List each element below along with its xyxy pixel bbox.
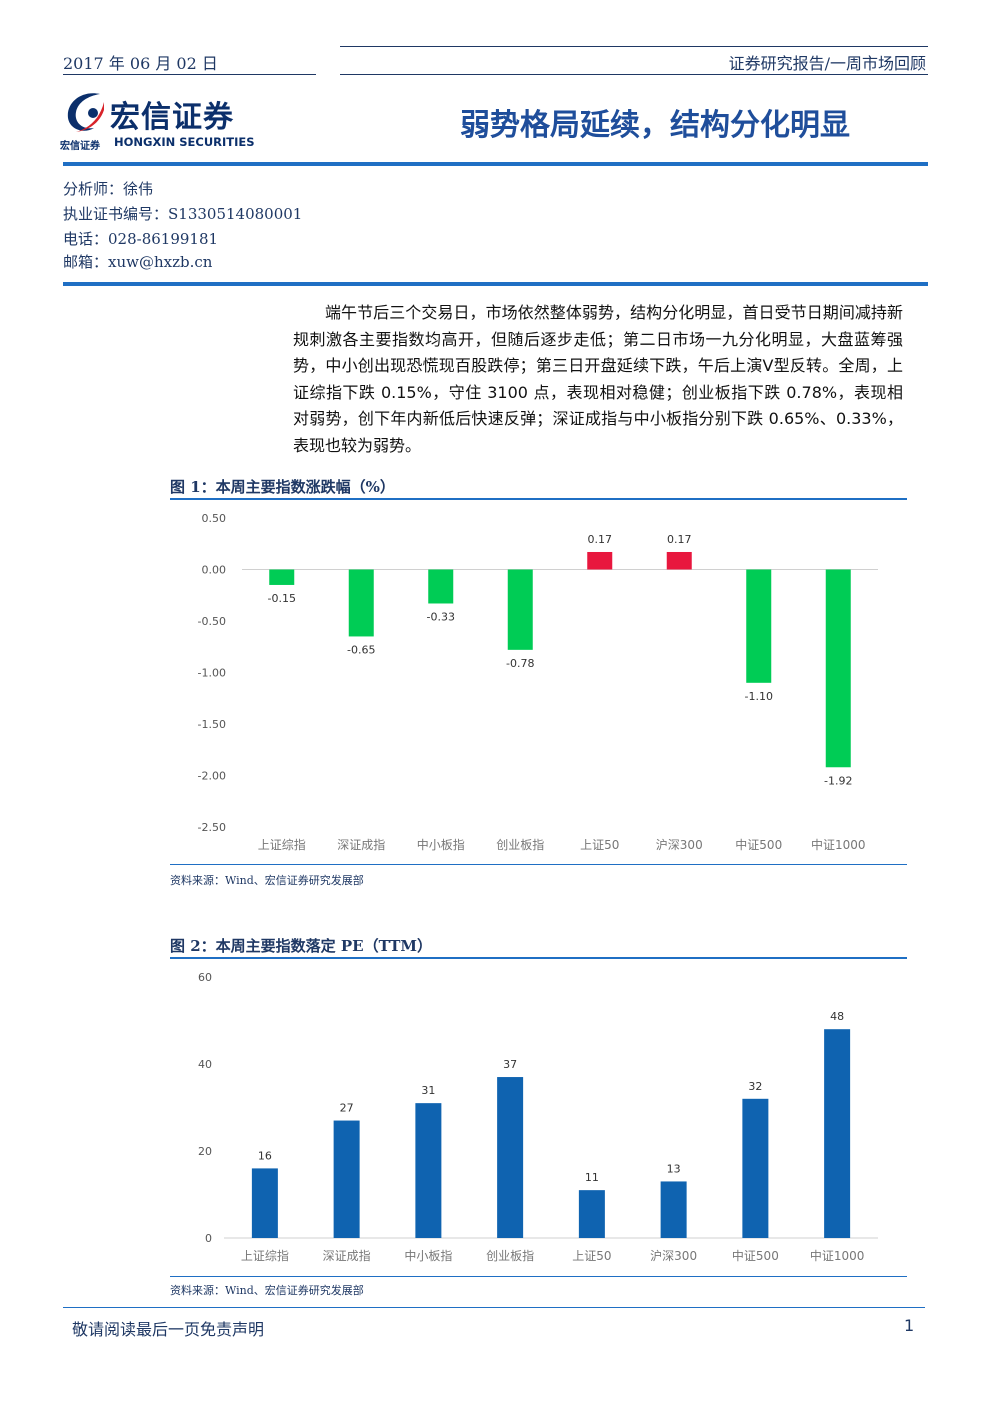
company-logo: 宏信证券 宏信证券 HONGXIN SECURITIES bbox=[60, 88, 270, 152]
bar-value-label: 27 bbox=[340, 1102, 354, 1115]
analyst-divider bbox=[63, 282, 928, 286]
category-label: 创业板指 bbox=[496, 837, 544, 852]
category-label: 中小板指 bbox=[417, 837, 465, 852]
bar-value-label: 16 bbox=[258, 1149, 272, 1162]
logo-name-small: 宏信证券 bbox=[60, 141, 100, 152]
category-label: 中证500 bbox=[732, 1248, 779, 1263]
y-tick-label: -2.50 bbox=[198, 821, 226, 834]
bar-value-label: 11 bbox=[585, 1171, 599, 1184]
logo-name-en: HONGXIN SECURITIES bbox=[114, 135, 255, 149]
bar-value-label: 0.17 bbox=[667, 533, 692, 546]
summary-paragraph: 端午节后三个交易日，市场依然整体弱势，结构分化明显，首日受节日期间减持新规刺激各… bbox=[293, 303, 903, 455]
header-rule-right bbox=[340, 74, 928, 75]
y-tick-label: -0.50 bbox=[198, 615, 226, 628]
header-rule-left bbox=[63, 74, 316, 75]
category-label: 上证综指 bbox=[258, 837, 306, 852]
figure2-chart: 60 40 20 0 16 上证综指 27 深证成指 31 中小板指 37 创业板指 11 上证50 13 沪… bbox=[198, 971, 878, 1263]
bar bbox=[348, 569, 374, 637]
bar bbox=[824, 1029, 851, 1238]
y-tick-label: -1.50 bbox=[198, 718, 226, 731]
y-tick-label: 0 bbox=[205, 1232, 212, 1245]
category-label: 深证成指 bbox=[337, 837, 385, 852]
bar-value-label: 31 bbox=[421, 1084, 435, 1097]
bar-value-label: 0.17 bbox=[588, 533, 613, 546]
header-rule-top bbox=[340, 46, 928, 47]
page-number: 1 bbox=[904, 1316, 915, 1335]
bar bbox=[746, 569, 772, 683]
category-label: 沪深300 bbox=[656, 838, 703, 852]
bar bbox=[578, 1190, 605, 1238]
y-tick-label: -1.00 bbox=[198, 667, 226, 680]
bar-value-label: 32 bbox=[748, 1080, 762, 1093]
y-tick-label: 20 bbox=[198, 1145, 212, 1158]
category-label: 上证50 bbox=[580, 838, 619, 852]
analyst-name: 分析师：徐伟 bbox=[63, 180, 154, 198]
bar bbox=[333, 1120, 360, 1238]
category-label: 中证500 bbox=[735, 837, 782, 852]
figure1-title: 图 1：本周主要指数涨跌幅（%） bbox=[170, 478, 395, 496]
report-title: 弱势格局延续，结构分化明显 bbox=[460, 108, 850, 143]
y-tick-label: -2.00 bbox=[198, 770, 226, 783]
analyst-phone: 电话：028-86199181 bbox=[63, 230, 219, 248]
category-label: 上证50 bbox=[572, 1249, 611, 1263]
footer-rule bbox=[63, 1307, 925, 1308]
y-tick-label: 60 bbox=[198, 971, 212, 984]
category-label: 中小板指 bbox=[404, 1248, 452, 1263]
figure2-title: 图 2：本周主要指数落定 PE（TTM） bbox=[170, 937, 432, 955]
analyst-email: 邮箱：xuw@hxzb.cn bbox=[63, 253, 213, 271]
y-tick-label: 0.00 bbox=[202, 564, 227, 577]
bar-value-label: -0.65 bbox=[347, 643, 375, 656]
y-tick-label: 0.50 bbox=[202, 512, 227, 525]
bar bbox=[415, 1103, 442, 1238]
category-label: 中证1000 bbox=[810, 1248, 865, 1263]
figure2-top-rule bbox=[170, 957, 907, 959]
report-type: 证券研究报告/一周市场回顾 bbox=[728, 54, 926, 73]
report-date: 2017 年 06 月 02 日 bbox=[63, 54, 218, 73]
figure2-bottom-rule bbox=[170, 1276, 907, 1277]
bar-value-label: 13 bbox=[667, 1162, 681, 1175]
bar bbox=[497, 1077, 524, 1238]
footer-disclaimer: 敬请阅读最后一页免责声明 bbox=[72, 1320, 265, 1339]
bar-value-label: -0.78 bbox=[506, 657, 534, 670]
bar bbox=[660, 1181, 687, 1238]
bar bbox=[428, 569, 454, 604]
y-tick-label: 40 bbox=[198, 1058, 212, 1071]
category-label: 中证1000 bbox=[811, 837, 866, 852]
bar bbox=[666, 551, 692, 570]
bar bbox=[587, 551, 613, 570]
bar-value-label: 48 bbox=[830, 1010, 844, 1023]
bar-value-label: -1.10 bbox=[745, 690, 773, 703]
bar bbox=[742, 1098, 769, 1238]
category-label: 创业板指 bbox=[486, 1248, 534, 1263]
bar-value-label: -1.92 bbox=[824, 774, 852, 787]
bar-value-label: -0.15 bbox=[268, 592, 296, 605]
bar bbox=[269, 569, 295, 585]
bar-value-label: 37 bbox=[503, 1058, 517, 1071]
figure2-source: 资料来源：Wind、宏信证券研究发展部 bbox=[170, 1284, 364, 1297]
figure1-chart: 0.50 0.00 -0.50 -1.00 -1.50 -2.00 -2.50 -0.15 上证… bbox=[198, 512, 878, 852]
bar bbox=[251, 1168, 278, 1238]
category-label: 沪深300 bbox=[650, 1249, 697, 1263]
analyst-cert: 执业证书编号：S1330514080001 bbox=[63, 205, 303, 223]
logo-mark-icon bbox=[67, 93, 104, 132]
category-label: 深证成指 bbox=[323, 1248, 371, 1263]
bar bbox=[825, 569, 851, 768]
bar-value-label: -0.33 bbox=[427, 610, 455, 623]
category-label: 上证综指 bbox=[241, 1248, 289, 1263]
figure1-top-rule bbox=[170, 498, 907, 500]
figure1-source: 资料来源：Wind、宏信证券研究发展部 bbox=[170, 874, 364, 887]
figure1-bottom-rule bbox=[170, 864, 907, 865]
bar bbox=[507, 569, 533, 650]
logo-name-cn: 宏信证券 bbox=[110, 100, 234, 135]
title-divider bbox=[63, 162, 928, 166]
